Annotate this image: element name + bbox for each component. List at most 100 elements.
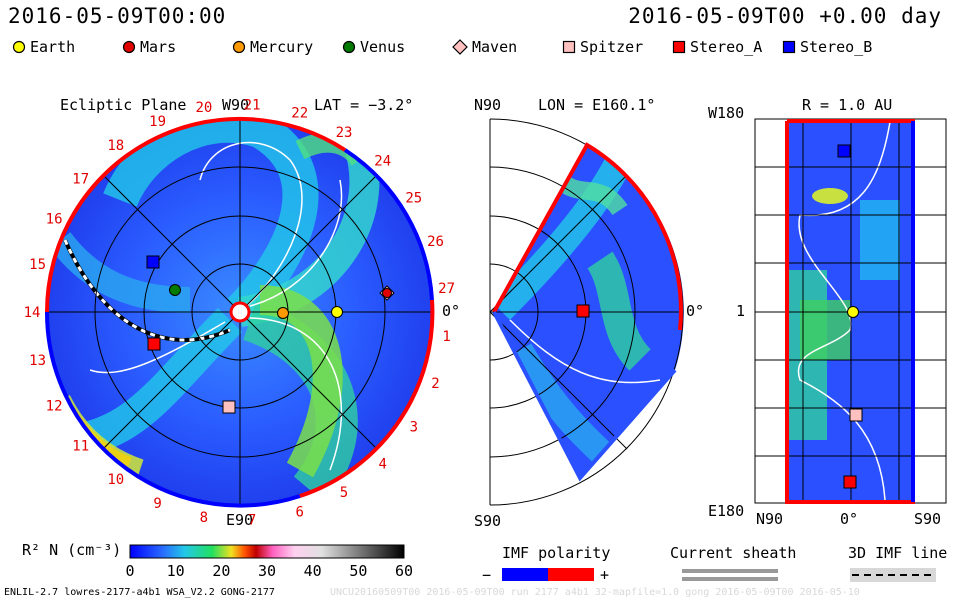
spitzer-latlon-marker [849, 408, 863, 422]
carrington-label: 8 [200, 510, 208, 526]
ecliptic-top-label: W90 [222, 96, 250, 114]
carrington-label: 23 [336, 125, 353, 141]
latlon-x-right: S90 [914, 510, 942, 528]
meridional-right-label: 0° [686, 302, 705, 320]
stereo-b-latlon-marker [837, 144, 851, 158]
carrington-label: 16 [46, 212, 63, 228]
legend-label: Stereo_B [800, 38, 873, 56]
colorbar-tick: 0 [125, 562, 135, 580]
venus-marker-icon [342, 40, 356, 54]
carrington-label: 7 [248, 513, 256, 529]
legend-label: Mars [140, 38, 177, 56]
carrington-label: 19 [149, 114, 166, 130]
colorbar-tick: 10 [166, 562, 185, 580]
mercury-marker-icon [232, 40, 246, 54]
carrington-label: 15 [29, 257, 46, 273]
colorbar-tick: 50 [349, 562, 368, 580]
carrington-label: 17 [72, 171, 89, 187]
sun-icon [229, 301, 251, 323]
meridional-bottom-label: S90 [474, 512, 502, 530]
mars-ecliptic-marker [382, 288, 392, 298]
colorbar-tick: 20 [212, 562, 231, 580]
latlon-x-left: N90 [756, 510, 784, 528]
legend-maven: Maven [452, 38, 517, 56]
stereo-b-ecliptic-marker [146, 255, 160, 269]
ecliptic-right-label: 0° [442, 302, 461, 320]
legend-mercury: Mercury [232, 38, 313, 56]
colorbar-tick: 30 [258, 562, 277, 580]
meridional-top-label: N90 [474, 96, 502, 114]
latlon-x-mid: 0° [840, 510, 859, 528]
imf-polarity-title: IMF polarity [502, 544, 611, 562]
meridional-plot [489, 118, 684, 506]
carrington-label: 10 [107, 472, 124, 488]
legend-mars: Mars [122, 38, 176, 56]
maven-marker-icon [452, 39, 468, 55]
stereo-a-latlon-marker [843, 475, 857, 489]
run-info: UNCU20160509T00 2016-05-09T00 run 2177 a… [330, 587, 860, 598]
legend-label: Stereo_A [690, 38, 763, 56]
legend-label: Maven [472, 38, 518, 56]
timestamp-right: 2016-05-09T00 +0.00 day [628, 4, 942, 28]
mercury-ecliptic-marker [277, 307, 289, 319]
carrington-label: 20 [195, 100, 212, 116]
latitude-label: LAT = −3.2° [314, 96, 414, 114]
carrington-label: 12 [46, 398, 63, 414]
carrington-label: 26 [427, 234, 444, 250]
legend-spitzer: Spitzer [562, 38, 643, 56]
carrington-label: 6 [295, 504, 303, 520]
imf-plus-label: + [600, 566, 610, 584]
carrington-label: 14 [24, 305, 41, 321]
carrington-label: 21 [244, 97, 261, 113]
latlon-bottom-left: E180 [708, 502, 745, 520]
mars-sector-marker [147, 337, 161, 351]
imf-positive-swatch [548, 568, 594, 581]
imf-line-title: 3D IMF line [848, 544, 948, 562]
carrington-label: 18 [107, 138, 124, 154]
longitude-label: LON = E160.1° [538, 96, 656, 114]
colorbar-tick: 40 [303, 562, 322, 580]
colorbar-title: R² N (cm⁻³) [22, 541, 122, 559]
colorbar-tick: 60 [395, 562, 414, 580]
density-colorbar [129, 544, 405, 559]
earth-marker-icon [12, 40, 26, 54]
carrington-label: 9 [153, 496, 161, 512]
carrington-label: 11 [72, 439, 89, 455]
legend-label: Mercury [250, 38, 314, 56]
object-legend: Earth Mars Mercury Venus Maven Spitzer S… [0, 38, 960, 60]
ecliptic-bottom-label: E90 [226, 511, 254, 529]
carrington-label: 5 [340, 485, 348, 501]
spitzer-ecliptic-marker [222, 400, 236, 414]
latlon-title: R = 1.0 AU [802, 96, 893, 114]
carrington-label: 13 [29, 353, 46, 369]
carrington-label: 24 [374, 154, 391, 170]
imf-minus-label: − [482, 566, 492, 584]
model-info: ENLIL-2.7 lowres-2177-a4b1 WSA_V2.2 GONG… [4, 587, 275, 598]
ecliptic-title: Ecliptic Plane [60, 96, 187, 114]
carrington-label: 2 [431, 376, 439, 392]
legend-label: Earth [30, 38, 76, 56]
carrington-label: 25 [405, 191, 422, 207]
timestamp-left: 2016-05-09T00:00 [8, 4, 227, 28]
carrington-label: 22 [291, 106, 308, 122]
current-sheath-swatch-2 [682, 577, 778, 581]
legend-label: Spitzer [580, 38, 644, 56]
stereo-a-meridional-marker [576, 304, 590, 318]
stereo-a-marker-icon [672, 40, 686, 54]
current-sheath-swatch-1 [682, 569, 778, 573]
latlon-top-left: W180 [708, 104, 745, 122]
legend-stereo-b: Stereo_B [782, 38, 872, 56]
legend-earth: Earth [12, 38, 75, 56]
spitzer-marker-icon [562, 40, 576, 54]
legend-venus: Venus [342, 38, 405, 56]
latlon-left-mid: 1 [736, 302, 746, 320]
current-sheath-title: Current sheath [670, 544, 797, 562]
stereo-b-marker-icon [782, 40, 796, 54]
legend-label: Venus [360, 38, 406, 56]
imf-negative-swatch [502, 568, 548, 581]
legend-stereo-a: Stereo_A [672, 38, 762, 56]
latlon-plot [754, 118, 947, 504]
